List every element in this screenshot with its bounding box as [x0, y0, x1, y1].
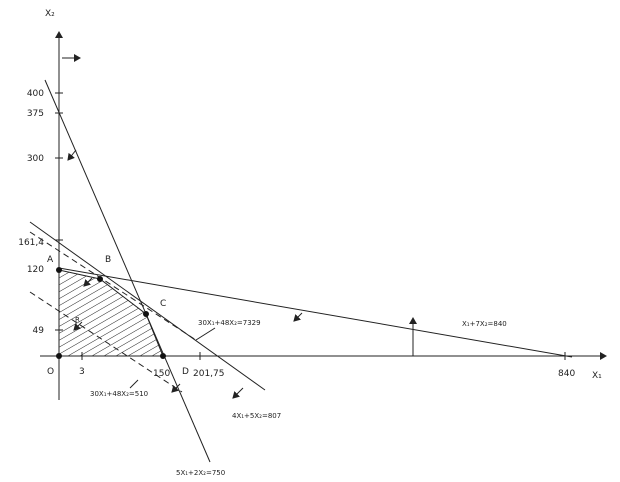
x-axis-label: X₁ [592, 371, 602, 381]
x-tick-label: 3 [79, 367, 85, 377]
y-tick-label: 300 [27, 154, 44, 164]
line-label: 5X₁+2X₂=750 [176, 469, 225, 477]
point-label: C [160, 299, 166, 309]
line-label: 4X₁+5X₂=807 [232, 412, 281, 420]
region-label: R [75, 316, 80, 324]
point-label: A [47, 255, 54, 265]
y-tick-label: 120 [27, 265, 44, 275]
x-tick-label: 150 [153, 369, 170, 379]
x-tick-label: 201,75 [193, 369, 225, 379]
constraint-lines [29, 79, 573, 463]
point-label: D [182, 367, 189, 377]
direction-arrows [67, 149, 303, 399]
x-tick-label: 840 [558, 369, 575, 379]
line-label: X₁+7X₂=840 [462, 320, 507, 328]
y-tick-label: 161,4 [18, 238, 44, 248]
origin-label: O [47, 367, 54, 377]
line-label: 30X₁+48X₂=510 [90, 390, 148, 398]
y-tick-label: 375 [27, 109, 44, 119]
line-label: 30X₁+48X₂=7329 [198, 319, 261, 327]
y-axis-label: X₂ [45, 9, 55, 19]
vertices [56, 267, 166, 359]
point-label: B [105, 255, 111, 265]
y-tick-label: 49 [33, 326, 45, 336]
y-tick-label: 400 [27, 89, 44, 99]
